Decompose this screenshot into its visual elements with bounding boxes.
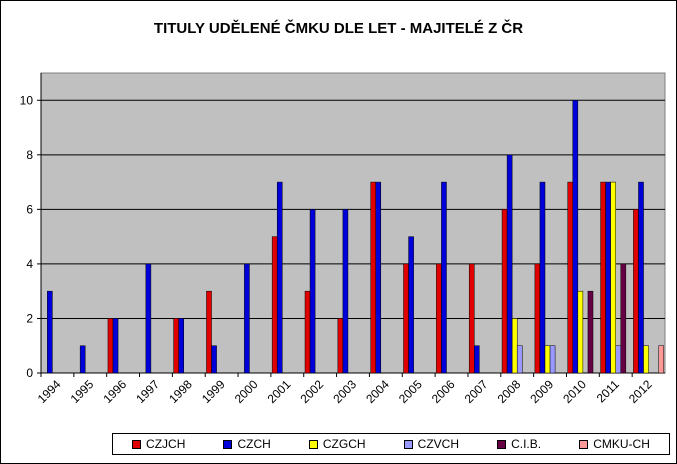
chart-title: TITULY UDĚLENÉ ČMKU DLE LET - MAJITELÉ Z…: [153, 20, 524, 37]
y-tick-label: 2: [26, 311, 33, 325]
x-tick-label: 1997: [133, 377, 162, 406]
x-tick-label: 2010: [560, 377, 589, 406]
bar-czch: [441, 181, 447, 374]
bar-czjch: [370, 181, 376, 374]
legend-swatch: [308, 439, 318, 449]
bar-czch: [145, 263, 152, 374]
x-tick-label: 1998: [166, 377, 195, 406]
x-tick-label: 2008: [495, 377, 524, 406]
bar-czch: [375, 181, 382, 374]
bar-cmku-ch: [658, 345, 664, 374]
bar-czch: [605, 181, 611, 374]
legend-swatch: [132, 439, 142, 449]
x-tick-label: 2007: [462, 377, 491, 406]
bar-czvch: [615, 345, 622, 374]
bar-czch: [276, 181, 283, 374]
bar-czjch: [436, 263, 442, 374]
plot-area: [40, 72, 666, 374]
x-tick-label: 2002: [297, 377, 326, 406]
bar-czvch: [549, 345, 556, 374]
bar-c-i-b: [587, 290, 594, 374]
x-tick-label: 1995: [68, 377, 97, 406]
legend-swatch: [579, 439, 589, 449]
bar-czjch: [567, 181, 574, 374]
legend-label: CMKU-CH: [593, 437, 650, 451]
legend-label: CZVCH: [417, 437, 459, 451]
x-tick-label: 2001: [265, 377, 294, 406]
bar-c-i-b: [620, 263, 627, 374]
bar-czjch: [633, 209, 639, 374]
legend-label: CZJCH: [146, 437, 186, 451]
legend-label: CZCH: [237, 437, 271, 451]
chart-legend: CZJCH CZCH CZGCH CZVCH C.I.B. CMKU-CH: [112, 433, 670, 455]
bar-czjch: [304, 290, 311, 374]
x-tick-label: 2004: [363, 377, 392, 406]
legend-item: C.I.B.: [497, 437, 541, 451]
x-tick-label: 2011: [594, 377, 622, 405]
legend-swatch: [403, 439, 413, 449]
bar-czjch: [337, 318, 344, 374]
x-tick-label: 2009: [527, 377, 556, 406]
bar-czch: [112, 318, 119, 374]
bar-czjch: [600, 181, 606, 374]
legend-swatch: [497, 439, 507, 449]
y-tick-label: 10: [20, 93, 34, 107]
legend-label: CZGCH: [322, 437, 366, 451]
x-tick-label: 2012: [626, 377, 655, 406]
bar-czch: [309, 209, 316, 374]
x-tick-label: 1996: [100, 377, 129, 406]
bar-czch: [79, 345, 86, 374]
x-tick-label: 2005: [396, 377, 425, 406]
legend-item: CZVCH: [403, 437, 459, 451]
legend-item: CZCH: [223, 437, 271, 451]
bar-czch: [244, 263, 250, 374]
bar-czjch: [271, 236, 278, 374]
bar-czch: [408, 236, 414, 374]
bar-czgch: [610, 181, 616, 374]
bar-czch: [539, 181, 546, 374]
bar-czjch: [107, 318, 114, 374]
legend-label: C.I.B.: [511, 437, 542, 451]
y-tick-label: 4: [26, 257, 33, 271]
bar-czch: [178, 318, 184, 374]
bar-czgch: [643, 345, 649, 374]
bar-czjch: [173, 318, 179, 374]
bar-czch: [342, 209, 349, 374]
bar-czgch: [577, 290, 584, 374]
bar-czvch: [516, 345, 523, 374]
bar-czch: [474, 345, 480, 374]
bar-czch: [638, 181, 644, 374]
bar-czjch: [403, 263, 409, 374]
bar-czch: [211, 345, 217, 374]
y-tick-label: 8: [26, 148, 33, 162]
x-tick-label: 2000: [232, 377, 261, 406]
y-tick-label: 6: [26, 202, 33, 216]
legend-swatch: [223, 439, 233, 449]
bar-czch: [572, 100, 579, 374]
bar-czjch: [468, 263, 475, 374]
bar-czjch: [501, 209, 508, 374]
x-tick-label: 2003: [330, 377, 359, 406]
bar-czgch: [511, 318, 518, 374]
x-tick-label: 2006: [429, 377, 458, 406]
x-tick-label: 1994: [35, 377, 64, 406]
legend-item: CZGCH: [308, 437, 366, 451]
bar-czjch: [206, 290, 212, 374]
x-tick-label: 1999: [199, 377, 228, 406]
y-tick-label: 0: [26, 366, 33, 380]
legend-item: CMKU-CH: [579, 437, 650, 451]
bar-czjch: [534, 263, 541, 374]
legend-item: CZJCH: [132, 437, 185, 451]
bar-czch: [47, 290, 53, 374]
bar-czgch: [544, 345, 551, 374]
bar-czch: [506, 154, 513, 374]
